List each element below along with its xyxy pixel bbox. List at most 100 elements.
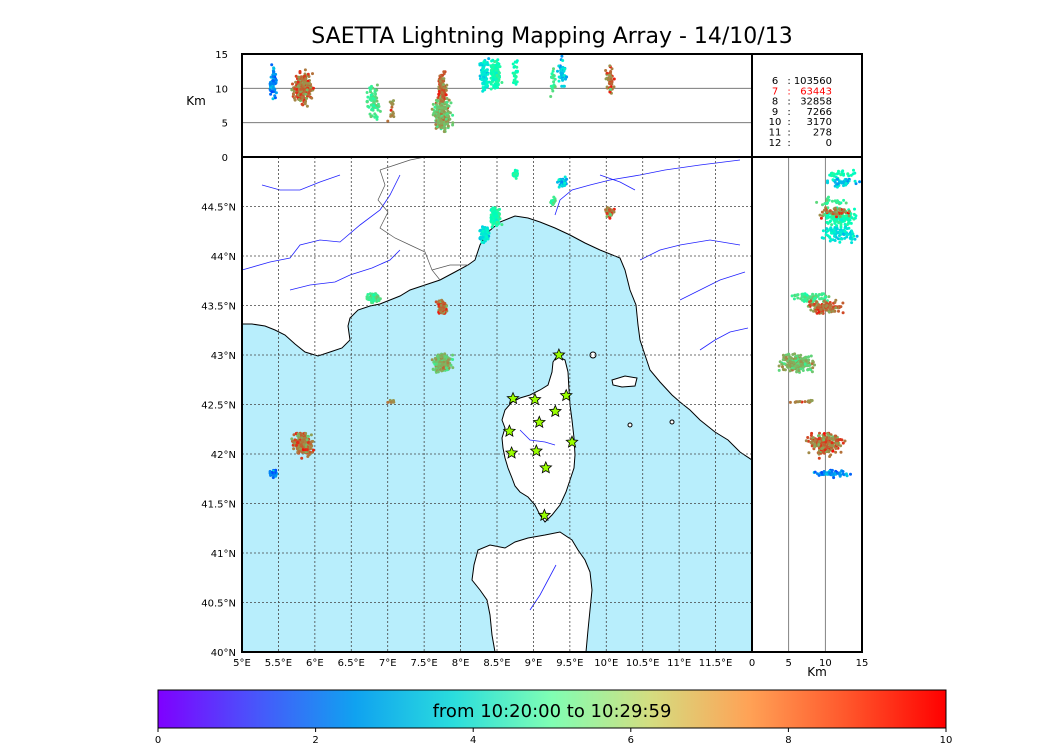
lightning-point-alt <box>311 72 314 76</box>
side-tick-label: 10 <box>819 658 832 669</box>
lightning-point-alt <box>388 100 392 104</box>
lightning-point <box>439 360 443 364</box>
lightning-point-side <box>837 169 840 173</box>
colorbar-tick-label: 0 <box>155 735 161 746</box>
lightning-point-side <box>821 309 825 313</box>
lightning-point-alt <box>386 119 390 123</box>
lat-tick-label: 44.5°N <box>201 203 236 214</box>
lightning-point-side <box>816 472 819 476</box>
lightning-point-alt <box>375 83 379 87</box>
lightning-point-side <box>807 355 811 359</box>
lightning-point-side <box>809 440 813 444</box>
lightning-point-side <box>817 443 821 446</box>
lightning-point-side <box>828 455 832 458</box>
lightning-point-side <box>841 472 845 476</box>
lightning-point-side <box>806 436 810 439</box>
lightning-point-alt <box>437 118 441 122</box>
lightning-point-side <box>835 213 839 216</box>
lightning-point-side <box>833 230 837 234</box>
lightning-point-side <box>845 216 849 220</box>
lightning-point-side <box>842 208 846 212</box>
lightning-point-side <box>794 356 798 360</box>
lightning-point-side <box>832 172 835 176</box>
lightning-point-side <box>781 365 784 369</box>
lightning-point-side <box>821 450 825 454</box>
colorbar-gradient <box>157 689 947 729</box>
lightning-point-alt <box>514 69 518 73</box>
lightning-point-alt <box>369 93 373 97</box>
count-value: 7266 <box>807 107 832 118</box>
lightning-point <box>303 440 307 444</box>
lightning-point-side <box>783 362 786 366</box>
lightning-point-side <box>819 216 823 220</box>
lightning-point <box>446 363 450 367</box>
lightning-point-side <box>818 436 822 440</box>
lightning-point-alt <box>368 112 372 116</box>
lightning-point-side <box>849 233 853 237</box>
lightning-point-alt <box>442 130 446 134</box>
lightning-point-side <box>850 230 854 234</box>
lightning-point-alt <box>483 88 487 92</box>
lightning-point-alt <box>496 79 500 83</box>
lightning-point-side <box>838 215 842 218</box>
lightning-point <box>372 293 376 297</box>
lightning-point <box>485 226 489 230</box>
lightning-point <box>391 400 395 404</box>
count-colon: : <box>787 128 790 139</box>
lightning-point-alt <box>609 77 613 81</box>
lightning-point-side <box>830 231 833 235</box>
lat-tick-label: 41.5°N <box>201 500 236 511</box>
altitude-tick-label: 10 <box>215 84 228 95</box>
lightning-point <box>491 207 495 211</box>
lightning-point-side <box>845 474 849 478</box>
lightning-point-side <box>808 363 812 367</box>
lightning-point-alt <box>375 117 379 121</box>
lightning-point-alt <box>549 84 553 88</box>
lightning-point-alt <box>437 106 441 110</box>
lightning-point-side <box>823 208 826 212</box>
lightning-point-side <box>823 448 827 452</box>
lightning-point <box>431 368 435 371</box>
station-star-icon <box>502 424 517 437</box>
lightning-point-side <box>817 306 821 310</box>
lightning-point-alt <box>442 83 446 87</box>
lightning-point-side <box>804 439 808 443</box>
lightning-point-side <box>818 431 821 435</box>
lightning-point-side <box>797 369 801 373</box>
lightning-point-side <box>837 309 840 313</box>
lightning-point <box>492 219 496 223</box>
lightning-point-side <box>841 301 845 305</box>
lightning-point-alt <box>497 62 501 66</box>
lightning-point-alt <box>438 85 442 89</box>
station-star-icon <box>537 508 552 522</box>
lightning-point-side <box>796 364 800 368</box>
lightning-point-alt <box>440 126 444 130</box>
count-stations: 8 <box>772 97 778 108</box>
lightning-point-side <box>810 444 814 448</box>
side-tick-label: 5 <box>785 658 791 669</box>
lightning-point-side <box>830 444 834 448</box>
lightning-point <box>451 353 455 357</box>
lightning-point-side <box>793 400 797 404</box>
lon-tick-label: 7°E <box>379 658 397 669</box>
lightning-point-alt <box>608 64 612 68</box>
lightning-point-alt <box>485 82 489 86</box>
lightning-point <box>552 201 555 205</box>
lightning-point-alt <box>491 75 495 79</box>
lightning-point-side <box>825 198 829 202</box>
lightning-point <box>301 438 304 442</box>
lightning-point-side <box>801 298 804 302</box>
lightning-point <box>446 358 450 362</box>
lightning-point-alt <box>369 98 373 102</box>
lightning-point-side <box>777 368 781 372</box>
lightning-point-side <box>815 300 819 304</box>
lightning-point-side <box>822 438 826 442</box>
lightning-point-alt <box>297 75 301 79</box>
lightning-point <box>433 356 437 360</box>
lightning-point-alt <box>299 90 302 94</box>
lightning-point-side <box>820 447 824 451</box>
longitude-tick-labels: 5°E 5.5°E 6°E 6.5°E 7°E 7.5°E 8°E 8.5°E 9°E 9.5°E… <box>233 658 732 669</box>
lightning-point-side <box>855 234 859 238</box>
lightning-point-side <box>844 211 848 215</box>
lightning-point <box>438 308 442 312</box>
